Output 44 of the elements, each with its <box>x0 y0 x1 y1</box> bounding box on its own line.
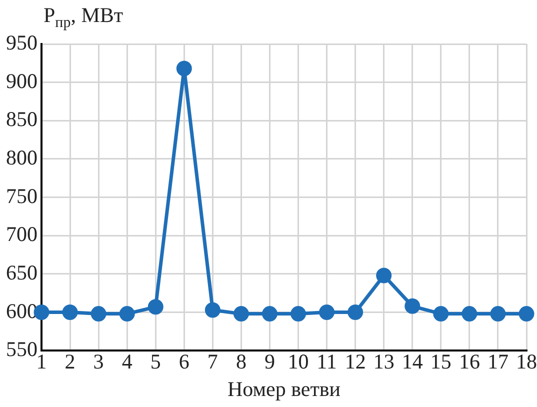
point <box>204 302 220 318</box>
point <box>348 304 364 320</box>
point <box>90 306 106 322</box>
y-tick-label: 900 <box>6 68 38 93</box>
point <box>290 306 306 322</box>
point <box>319 304 335 320</box>
point <box>262 306 278 322</box>
x-tick-label: 16 <box>458 350 480 374</box>
y-tick-label: 950 <box>6 30 38 55</box>
point <box>404 298 420 314</box>
point <box>376 268 392 284</box>
x-tick-label: 17 <box>487 350 508 374</box>
point <box>176 60 192 76</box>
x-tick-label: 12 <box>344 350 366 374</box>
x-tick-label: 14 <box>402 350 424 374</box>
x-tick-label: 5 <box>150 350 161 374</box>
y-tick-label: 550 <box>6 337 38 362</box>
y-tick-label: 650 <box>6 260 38 284</box>
x-tick-label: 3 <box>93 350 104 374</box>
point <box>433 306 449 322</box>
x-tick-label: 8 <box>236 350 246 374</box>
y-tick-label: 700 <box>6 222 38 246</box>
x-tick-label: 4 <box>122 350 133 374</box>
x-tick-label: 9 <box>264 350 275 374</box>
x-tick-label: 7 <box>207 350 218 374</box>
point <box>148 299 164 315</box>
x-axis-title: Номер ветви <box>227 376 341 401</box>
x-tick-label: 15 <box>430 350 452 374</box>
point <box>62 304 78 320</box>
point <box>462 306 478 322</box>
point <box>490 306 506 322</box>
point <box>518 306 534 322</box>
x-tick-label: 13 <box>373 350 394 374</box>
x-tick-label: 6 <box>178 350 190 374</box>
point <box>233 306 249 322</box>
y-tick-label: 850 <box>6 107 38 132</box>
x-tick-label: 18 <box>516 350 537 374</box>
point <box>119 306 135 322</box>
x-tick-label: 11 <box>316 350 337 374</box>
y-tick-label: 750 <box>6 184 38 208</box>
x-tick-label: 1 <box>36 350 47 374</box>
x-tick-label: 2 <box>64 350 76 374</box>
y-tick-label: 800 <box>6 145 38 170</box>
x-tick-label: 10 <box>288 350 309 374</box>
